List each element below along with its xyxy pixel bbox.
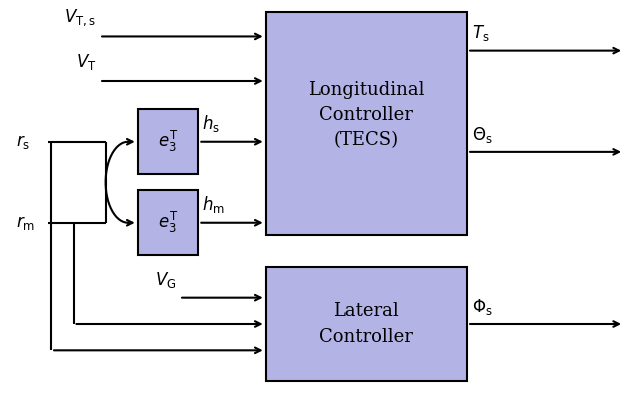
- Text: $\Phi_\mathrm{s}$: $\Phi_\mathrm{s}$: [472, 297, 493, 317]
- Bar: [266, 12, 467, 235]
- Text: $\Theta_\mathrm{s}$: $\Theta_\mathrm{s}$: [472, 125, 493, 145]
- Text: $r_\mathrm{m}$: $r_\mathrm{m}$: [16, 214, 35, 232]
- Text: $V_\mathrm{G}$: $V_\mathrm{G}$: [155, 271, 176, 290]
- Bar: [138, 109, 198, 174]
- Text: $T_\mathrm{s}$: $T_\mathrm{s}$: [472, 23, 490, 43]
- Text: $V_\mathrm{T}$: $V_\mathrm{T}$: [76, 52, 96, 72]
- Text: $e_3^\mathrm{T}$: $e_3^\mathrm{T}$: [158, 129, 178, 154]
- Text: $e_3^\mathrm{T}$: $e_3^\mathrm{T}$: [158, 210, 178, 235]
- Text: Longitudinal
Controller
(TECS): Longitudinal Controller (TECS): [308, 81, 425, 149]
- Bar: [138, 190, 198, 255]
- Text: $h_\mathrm{s}$: $h_\mathrm{s}$: [202, 113, 220, 134]
- Text: $V_\mathrm{T,s}$: $V_\mathrm{T,s}$: [64, 7, 96, 28]
- Bar: [266, 267, 467, 381]
- Text: $r_\mathrm{s}$: $r_\mathrm{s}$: [16, 133, 30, 151]
- Text: $h_\mathrm{m}$: $h_\mathrm{m}$: [202, 194, 225, 215]
- Text: Lateral
Controller: Lateral Controller: [319, 303, 413, 345]
